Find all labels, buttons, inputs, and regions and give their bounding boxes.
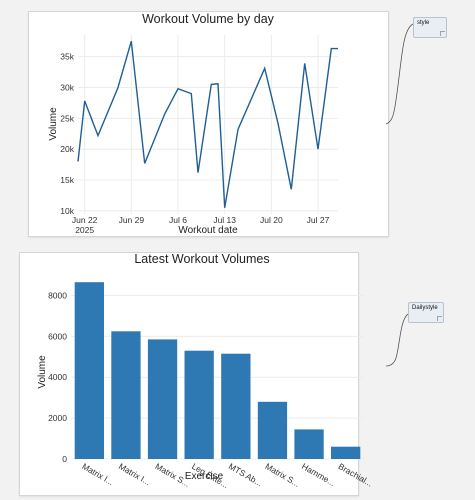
- line-x-tick-label: Jun 29: [119, 215, 145, 225]
- line-y-tick-label: 35k: [60, 52, 74, 62]
- bar[interactable]: [221, 353, 251, 459]
- bar-chart-title: Latest Workout Volumes: [134, 252, 269, 266]
- bar[interactable]: [74, 282, 104, 459]
- line-x-tick-label: Jul 20: [260, 215, 283, 225]
- bar[interactable]: [111, 331, 141, 459]
- bar[interactable]: [294, 429, 324, 459]
- bar-x-tick-label: Hamme...: [300, 461, 337, 488]
- bar[interactable]: [147, 339, 178, 459]
- line-y-tick-label: 15k: [60, 175, 74, 185]
- line-chart-panel: Workout Volume by day 10k 15k 20k 25k 30k 35k…: [28, 11, 389, 237]
- dailystyle-note-text: Dailystyle: [412, 305, 438, 311]
- bar-x-axis-title: Exercise: [185, 471, 224, 482]
- bar[interactable]: [257, 401, 288, 459]
- line-x-tick-label: Jul 27: [307, 215, 330, 225]
- line-x-tick-year: 2025: [75, 225, 94, 235]
- line-x-tick-label: Jul 13: [213, 215, 236, 225]
- bar-y-tick-label: 0: [62, 454, 67, 464]
- line-x-tick-label: Jul 6: [169, 215, 187, 225]
- bar-x-tick-label: Matrix I...: [80, 461, 115, 487]
- bar-y-tick-label: 8000: [48, 290, 67, 300]
- bar-chart-panel: Latest Workout Volumes 0 2000 4000 6000 8000…: [19, 252, 374, 496]
- bar-x-tick-label: Matrix I...: [117, 461, 152, 487]
- bar[interactable]: [184, 350, 214, 459]
- bar[interactable]: [331, 446, 361, 459]
- line-chart: Workout Volume by day 10k 15k 20k 25k 30k 35k…: [48, 12, 338, 236]
- note2-connector: [385, 313, 409, 367]
- note-fold-icon: [437, 316, 442, 321]
- bar-x-tick-label: MTS Ab...: [227, 461, 264, 488]
- dailystyle-note[interactable]: Dailystyle: [408, 302, 444, 323]
- note1-connector: [385, 23, 414, 125]
- line-y-tick-label: 10k: [60, 206, 74, 216]
- line-y-tick-label: 25k: [60, 113, 74, 123]
- line-y-axis-title: Volume: [48, 107, 59, 141]
- style-note-text: style: [417, 20, 430, 26]
- style-note[interactable]: style: [413, 17, 447, 38]
- bar-y-tick-label: 4000: [48, 372, 67, 382]
- bar-chart: Latest Workout Volumes 0 2000 4000 6000 8000…: [37, 252, 374, 490]
- bar-x-tick-label: Matrix S...: [263, 461, 301, 489]
- line-chart-title: Workout Volume by day: [142, 12, 275, 26]
- note-fold-icon: [440, 31, 445, 36]
- line-x-axis-title: Workout date: [178, 225, 238, 236]
- bar-x-tick-label: Brachial...: [337, 461, 375, 489]
- bar-y-tick-label: 2000: [48, 413, 67, 423]
- volume-series-line: [77, 41, 338, 208]
- line-y-tick-label: 20k: [60, 144, 74, 154]
- line-y-tick-label: 30k: [60, 82, 74, 92]
- line-x-tick-label: Jun 22: [72, 215, 98, 225]
- bar-y-tick-label: 6000: [48, 331, 67, 341]
- bar-y-axis-title: Volume: [37, 355, 48, 389]
